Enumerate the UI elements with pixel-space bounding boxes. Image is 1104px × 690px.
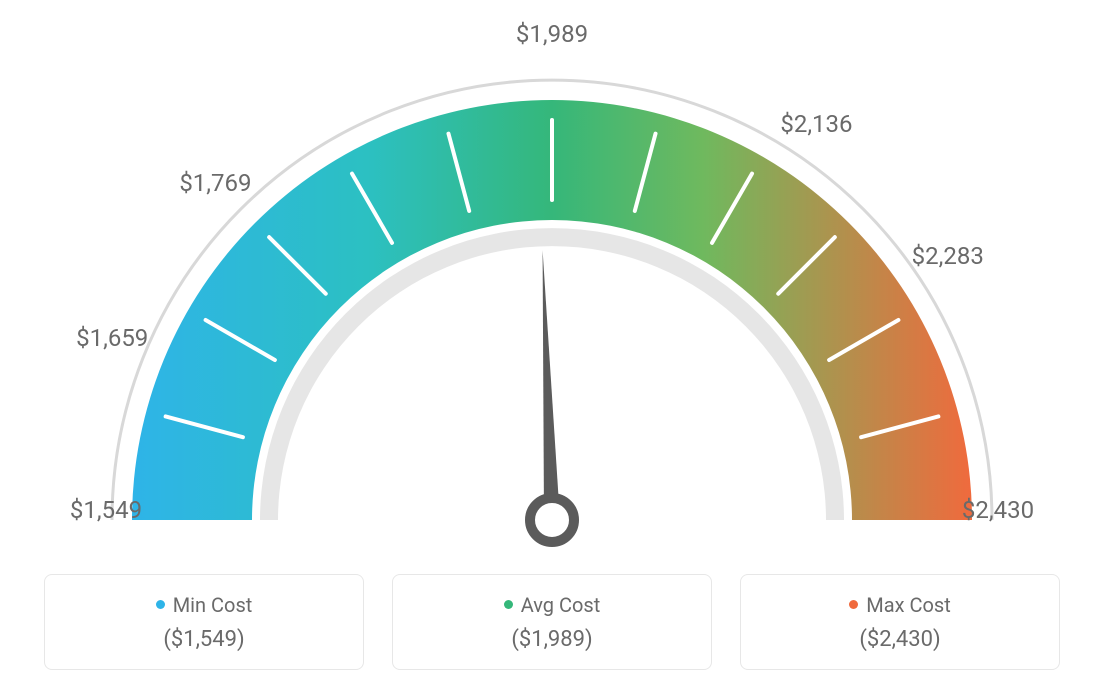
avg-cost-value: ($1,989)	[511, 627, 592, 652]
max-dot-icon	[849, 600, 858, 609]
scale-label: $1,769	[179, 169, 251, 197]
avg-dot-icon	[504, 600, 513, 609]
scale-label: $1,989	[516, 20, 588, 48]
cost-cards: Min Cost ($1,549) Avg Cost ($1,989) Max …	[44, 574, 1060, 670]
scale-label: $1,549	[70, 496, 142, 524]
min-dot-icon	[156, 600, 165, 609]
cost-gauge: $1,549$1,659$1,769$1,989$2,136$2,283$2,4…	[52, 40, 1052, 560]
max-cost-value: ($2,430)	[859, 627, 940, 652]
min-cost-label: Min Cost	[173, 593, 253, 617]
min-cost-value: ($1,549)	[163, 627, 244, 652]
max-cost-card: Max Cost ($2,430)	[740, 574, 1060, 670]
max-cost-label: Max Cost	[866, 593, 951, 617]
avg-cost-label: Avg Cost	[521, 593, 601, 617]
scale-label: $2,136	[780, 110, 852, 138]
scale-label: $2,283	[912, 242, 984, 270]
gauge-svg	[52, 40, 1052, 560]
min-cost-card: Min Cost ($1,549)	[44, 574, 364, 670]
scale-label: $1,659	[76, 324, 148, 352]
scale-label: $2,430	[962, 496, 1034, 524]
avg-cost-card: Avg Cost ($1,989)	[392, 574, 712, 670]
